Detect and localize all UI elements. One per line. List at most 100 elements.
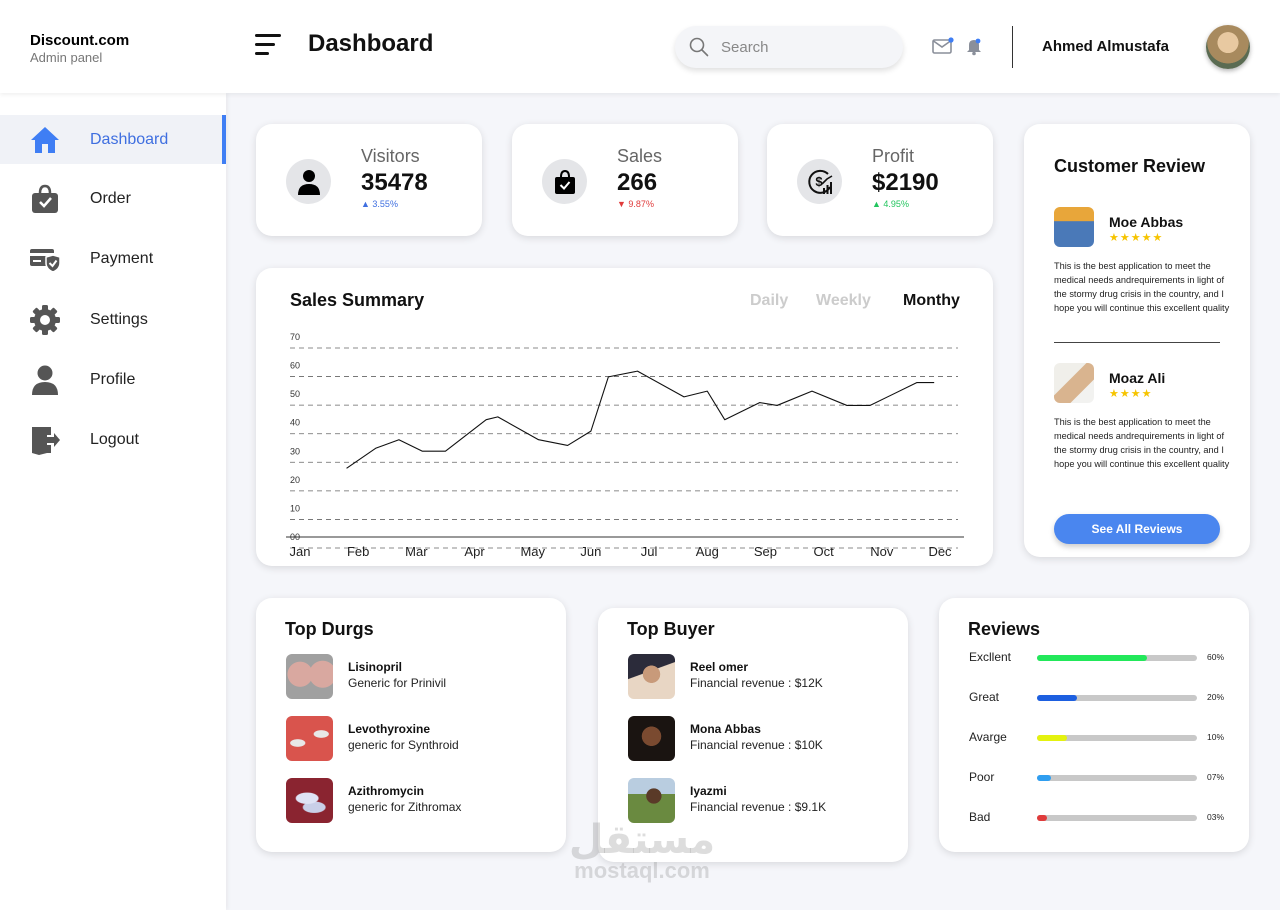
sidebar-item-label: Payment <box>90 249 154 267</box>
buyer-revenue: Financial revenue : $10K <box>690 738 823 752</box>
bell-icon[interactable] <box>963 36 985 56</box>
sidebar-item-settings[interactable]: Settings <box>0 295 226 344</box>
stat-change-value: 3.55% <box>372 199 398 209</box>
review-bar-label: Poor <box>969 770 995 784</box>
x-tick-label: Sep <box>754 544 777 559</box>
review-bar-percent: 20% <box>1207 692 1225 702</box>
stat-label: Sales <box>617 146 663 166</box>
buyer-avatar <box>628 716 675 761</box>
sidebar-item-payment[interactable]: Payment <box>0 234 226 283</box>
svg-text:$: $ <box>815 174 823 189</box>
buyer-revenue: Financial revenue : $9.1K <box>690 800 827 814</box>
stat-value: $2190 <box>872 169 939 196</box>
list-item[interactable]: Reel omer Financial revenue : $12K <box>628 654 888 700</box>
drug-name: Lisinopril <box>348 660 402 674</box>
top-buyer-title: Top Buyer <box>627 619 715 639</box>
y-tick-label: 10 <box>290 503 300 513</box>
user-name[interactable]: Ahmed Almustafa <box>1042 38 1169 55</box>
reviews-title: Reviews <box>968 619 1041 639</box>
review-bar-fill <box>1037 815 1047 821</box>
tab-weekly[interactable]: Weekly <box>816 292 871 309</box>
stat-label: Profit <box>872 146 915 166</box>
sales-summary-card: Sales Summary Daily Weekly Monthy 00 10 20… <box>256 268 993 566</box>
drug-name: Azithromycin <box>348 784 425 798</box>
buyer-avatar <box>628 778 675 823</box>
top-drugs-card: Top Durgs Lisinopril Generic for Prinivi… <box>256 598 566 852</box>
sidebar-item-order[interactable]: Order <box>0 174 226 223</box>
sidebar-item-logout[interactable]: Logout <box>0 415 226 464</box>
watermark-logo: مستقل mostaql.com <box>562 818 722 884</box>
drug-desc: generic for Zithromax <box>348 800 462 814</box>
review-bar-track <box>1037 655 1197 661</box>
list-item[interactable]: Lisinopril Generic for Prinivil <box>286 654 546 700</box>
search-icon <box>689 37 709 57</box>
review-bar-fill <box>1037 655 1148 661</box>
sidebar-item-profile[interactable]: Profile <box>0 355 226 404</box>
x-tick-label: Jan <box>290 544 311 559</box>
review-bar-track <box>1037 815 1197 821</box>
sales-icon-circle <box>542 159 587 204</box>
user-avatar[interactable] <box>1206 25 1250 69</box>
home-icon <box>31 127 59 153</box>
top-bar: Discount.com Admin panel Dashboard Ahmed… <box>0 0 1280 93</box>
list-item[interactable]: Mona Abbas Financial revenue : $10K <box>628 716 888 762</box>
y-tick-label: 50 <box>290 389 300 399</box>
see-all-reviews-button[interactable]: See All Reviews <box>1054 514 1220 544</box>
review-bar-percent: 07% <box>1207 772 1225 782</box>
review-bar-label: Bad <box>969 810 991 824</box>
sidebar-item-dashboard[interactable]: Dashboard <box>0 115 226 164</box>
review-bar-row: Poor 07% <box>969 770 1229 786</box>
y-tick-label: 40 <box>290 418 300 428</box>
review-bar-percent: 10% <box>1207 732 1225 742</box>
review-bar-label: Avarge <box>969 730 1007 744</box>
watermark-latin: mostaql.com <box>574 858 710 883</box>
sales-summary-title: Sales Summary <box>290 290 425 310</box>
stat-change-value: 9.87% <box>628 199 654 209</box>
sidebar-item-label: Settings <box>90 310 148 328</box>
review-bar-label: Great <box>969 690 1000 704</box>
buyer-name: Reel omer <box>690 660 749 674</box>
customer-review-title: Customer Review <box>1054 156 1206 176</box>
credit-card-shield-icon <box>30 249 61 273</box>
list-item[interactable]: Iyazmi Financial revenue : $9.1K <box>628 778 888 824</box>
shopping-bag-icon <box>32 184 58 213</box>
sidebar-item-label: Order <box>90 189 131 207</box>
sidebar: Dashboard Order Payment <box>0 93 226 910</box>
visitors-card[interactable]: Visitors 35478 ▲ 3.55% <box>256 124 482 236</box>
x-tick-label: Dec <box>928 544 952 559</box>
brand[interactable]: Discount.com Admin panel <box>30 32 129 65</box>
x-tick-label: Feb <box>347 544 369 559</box>
header-divider <box>1012 26 1013 68</box>
sidebar-item-label: Profile <box>90 370 136 388</box>
sales-card[interactable]: Sales 266 ▼ 9.87% <box>512 124 738 236</box>
review-bar-row: Great 20% <box>969 690 1229 706</box>
top-drugs-title: Top Durgs <box>285 619 374 639</box>
brand-name: Discount.com <box>30 32 130 49</box>
star-rating-icon: ★★★★ <box>1109 388 1153 400</box>
search-input[interactable] <box>721 38 881 56</box>
brand-subtitle: Admin panel <box>30 50 103 65</box>
drug-thumbnail <box>286 778 333 823</box>
buyer-revenue: Financial revenue : $12K <box>690 676 823 690</box>
review-bar-fill <box>1037 735 1068 741</box>
review-bar-track <box>1037 735 1197 741</box>
star-rating-icon: ★★★★★ <box>1109 232 1164 244</box>
mail-icon[interactable] <box>932 36 954 56</box>
hamburger-menu-icon[interactable] <box>255 34 281 58</box>
search-box[interactable] <box>675 26 903 68</box>
list-item[interactable]: Levothyroxine generic for Synthroid <box>286 716 546 762</box>
tab-monthy[interactable]: Monthy <box>903 292 960 309</box>
list-item[interactable]: Azithromycin generic for Zithromax <box>286 778 546 824</box>
profit-card[interactable]: $ Profit $2190 ▲ 4.95% <box>767 124 993 236</box>
x-tick-label: Aug <box>696 544 719 559</box>
watermark-arabic: مستقل <box>568 818 716 862</box>
x-tick-label: Oct <box>814 544 835 559</box>
review-divider <box>1054 342 1220 343</box>
stat-change: ▲ 3.55% <box>361 199 398 209</box>
tab-daily[interactable]: Daily <box>750 292 789 309</box>
stat-change: ▲ 4.95% <box>872 199 909 209</box>
drug-thumbnail <box>286 716 333 761</box>
visitors-icon-circle <box>286 159 331 204</box>
sidebar-item-label: Logout <box>90 430 139 448</box>
